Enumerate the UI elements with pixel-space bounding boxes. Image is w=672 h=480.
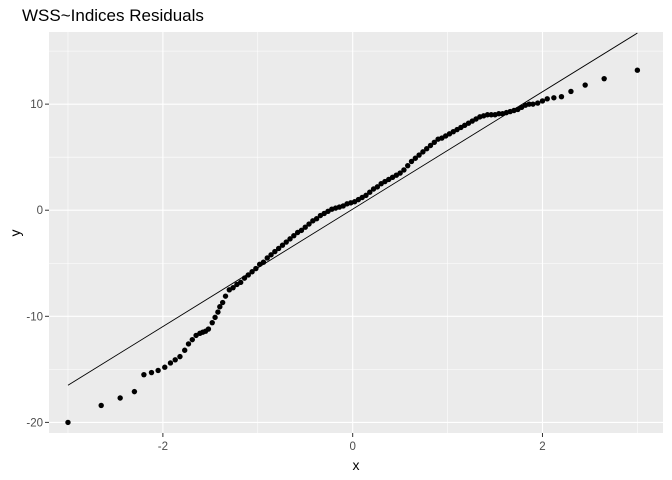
data-point (634, 67, 641, 73)
x-tick-label: 0 (349, 441, 355, 453)
data-point (148, 369, 155, 376)
data-point (412, 155, 419, 161)
data-point (488, 112, 494, 118)
data-point (219, 299, 226, 306)
data-point (182, 347, 188, 353)
data-point (397, 170, 403, 176)
data-point (283, 239, 289, 245)
data-point (209, 319, 215, 326)
x-tick-label: -2 (158, 441, 168, 453)
data-point (484, 112, 491, 118)
x-tick-label: 2 (539, 441, 545, 453)
data-point (558, 94, 565, 100)
data-point (302, 224, 308, 230)
data-point (222, 293, 229, 299)
y-tick-label: 0 (37, 205, 43, 217)
data-point (172, 357, 178, 363)
x-axis: -2 0 2 (158, 433, 546, 453)
data-point (117, 395, 123, 401)
data-point (568, 88, 574, 95)
data-point (287, 236, 293, 242)
data-point (167, 360, 174, 366)
data-point (215, 309, 221, 315)
data-point (275, 245, 282, 252)
y-axis: -20 -10 0 10 (26, 99, 49, 429)
data-point (264, 255, 270, 261)
data-point (205, 326, 212, 332)
data-point (291, 232, 297, 239)
data-point (526, 101, 532, 107)
data-point (217, 304, 223, 310)
data-point (544, 96, 550, 102)
data-point (162, 364, 168, 370)
y-tick-label: -20 (26, 417, 43, 429)
data-points (65, 67, 641, 426)
data-point (245, 272, 251, 278)
data-point (313, 216, 320, 222)
data-point (260, 259, 267, 265)
data-point (424, 145, 430, 152)
chart-title: WSS~Indices Residuals (22, 6, 204, 25)
y-tick-label: 10 (30, 99, 43, 111)
data-point (212, 314, 218, 321)
data-point (539, 98, 546, 104)
data-point (367, 189, 373, 195)
data-point (253, 265, 259, 272)
data-point (249, 269, 255, 275)
data-point (237, 279, 244, 286)
data-point (131, 388, 138, 395)
data-point (189, 336, 195, 343)
data-point (65, 419, 71, 426)
data-point (374, 184, 381, 190)
data-point (230, 284, 236, 291)
data-point (306, 221, 312, 227)
data-point (427, 142, 434, 149)
data-point (268, 252, 274, 258)
data-point (141, 371, 147, 378)
data-point (582, 82, 588, 88)
data-point (298, 227, 305, 234)
minor-gridlines (49, 32, 663, 433)
data-point (185, 341, 192, 347)
data-point (601, 75, 607, 82)
data-point (530, 101, 536, 107)
data-point (431, 139, 437, 146)
data-point (279, 242, 286, 248)
reference-line (67, 32, 638, 386)
data-point (155, 367, 161, 374)
data-point (241, 275, 248, 281)
data-point (416, 152, 422, 158)
data-point (535, 100, 541, 106)
x-axis-title: x (353, 457, 360, 473)
data-point (98, 402, 104, 409)
data-point (405, 162, 411, 169)
y-tick-label: -10 (26, 311, 43, 323)
data-point (420, 149, 426, 155)
data-point (408, 158, 415, 165)
y-axis-title: y (7, 230, 23, 237)
data-point (272, 248, 278, 255)
data-point (177, 353, 183, 360)
data-point (363, 192, 369, 199)
data-point (496, 110, 502, 117)
data-point (401, 167, 407, 173)
data-point (551, 95, 557, 101)
